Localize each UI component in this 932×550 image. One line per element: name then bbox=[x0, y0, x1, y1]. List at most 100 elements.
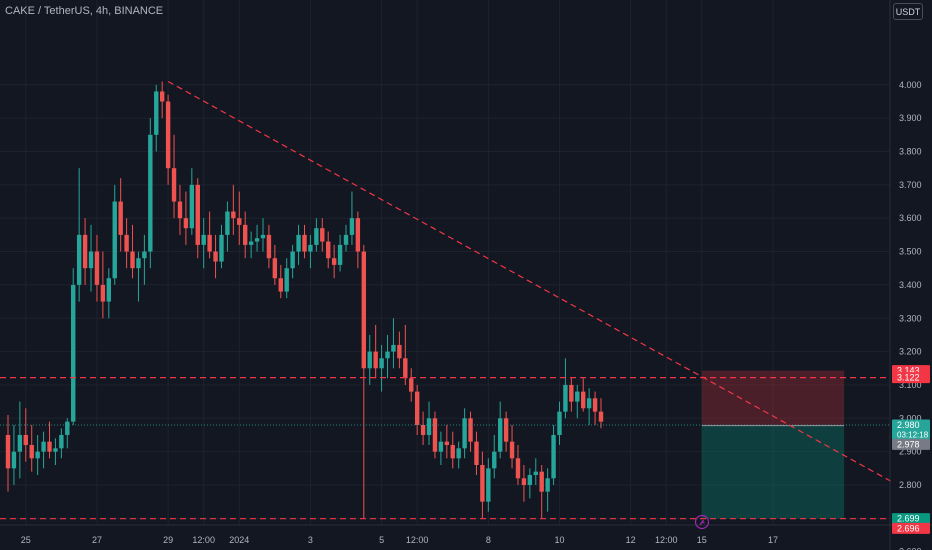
candle-body bbox=[492, 451, 497, 469]
candle-body bbox=[385, 351, 390, 359]
candle-body bbox=[379, 358, 384, 369]
candle-body bbox=[278, 278, 283, 292]
position-reward-zone bbox=[701, 425, 845, 519]
candle-body bbox=[403, 358, 408, 379]
candle-body bbox=[296, 234, 301, 252]
candle-body bbox=[409, 378, 414, 392]
price-axis-tick-label: 2.900 bbox=[899, 447, 922, 457]
candle-body bbox=[219, 234, 224, 262]
candle-body bbox=[349, 218, 355, 235]
candle-body bbox=[420, 424, 426, 435]
candle-body bbox=[272, 258, 278, 279]
position-risk-zone bbox=[701, 370, 845, 426]
candle-body bbox=[586, 398, 592, 409]
candle-body bbox=[302, 234, 307, 252]
time-axis-tick-label: 12:00 bbox=[655, 535, 678, 545]
candle-body bbox=[391, 344, 396, 352]
candle-body bbox=[41, 441, 46, 452]
candle-body bbox=[266, 234, 272, 259]
candle-body bbox=[373, 351, 378, 369]
price-label-box bbox=[892, 522, 930, 534]
price-axis-tick-label: 2.600 bbox=[899, 547, 922, 550]
candle-body bbox=[397, 344, 402, 359]
candle-body bbox=[88, 251, 94, 269]
candle-body bbox=[148, 134, 153, 252]
candle-body bbox=[480, 464, 485, 502]
candle-body bbox=[5, 434, 11, 469]
candle-body bbox=[237, 218, 242, 225]
candle-body bbox=[432, 418, 438, 452]
price-axis-tick-label: 3.200 bbox=[899, 347, 922, 357]
candle-body bbox=[189, 184, 195, 229]
candle-body bbox=[426, 418, 432, 435]
price-label-box bbox=[892, 372, 930, 384]
candle-body bbox=[486, 468, 491, 502]
candle-body bbox=[59, 434, 64, 449]
candle-body bbox=[355, 218, 361, 252]
candle-body bbox=[130, 251, 135, 269]
candle-body bbox=[320, 228, 325, 242]
candle-body bbox=[76, 234, 82, 285]
candle-body bbox=[527, 474, 533, 485]
price-axis-tick-label: 3.600 bbox=[899, 213, 922, 223]
candle-body bbox=[444, 441, 450, 445]
candle-body bbox=[509, 441, 515, 459]
time-axis-tick-label: 8 bbox=[486, 535, 491, 545]
candle-body bbox=[136, 258, 141, 269]
candle-body bbox=[563, 384, 568, 412]
candle-body bbox=[177, 201, 183, 219]
candle-body bbox=[159, 91, 165, 102]
candle-body bbox=[551, 434, 556, 479]
price-axis-tick-label: 2.800 bbox=[899, 480, 922, 490]
candle-body bbox=[17, 434, 23, 452]
time-axis-tick-label: 27 bbox=[92, 535, 102, 545]
candle-body bbox=[326, 241, 331, 259]
candle-body bbox=[462, 418, 467, 449]
candle-body bbox=[598, 411, 604, 422]
candle-body bbox=[533, 471, 538, 475]
price-label-text: 3.143 bbox=[897, 366, 920, 376]
trendline bbox=[167, 80, 892, 483]
price-axis-tick-label: 3.300 bbox=[899, 313, 922, 323]
candle-body bbox=[100, 284, 106, 302]
price-label-box bbox=[892, 513, 930, 525]
candle-body bbox=[260, 234, 266, 239]
time-axis-tick-label: 12 bbox=[626, 535, 636, 545]
candle-body bbox=[569, 384, 574, 402]
candle-body bbox=[243, 224, 248, 245]
countdown-label-text: 03:12:18 bbox=[897, 430, 929, 439]
candle-body bbox=[248, 241, 254, 245]
candle-body bbox=[331, 258, 337, 265]
price-label-text: 2.978 bbox=[897, 439, 920, 449]
time-axis-tick-label: 12:00 bbox=[192, 535, 215, 545]
price-label-text: 3.122 bbox=[897, 373, 920, 383]
candle-body bbox=[438, 441, 444, 452]
candle-body bbox=[171, 168, 177, 202]
candle-body bbox=[183, 218, 189, 229]
time-axis-tick-label: 3 bbox=[308, 535, 313, 545]
candle-body bbox=[314, 228, 319, 245]
candle-body bbox=[343, 234, 349, 245]
candle-body bbox=[450, 444, 455, 459]
candle-body bbox=[254, 238, 260, 242]
candle-body bbox=[581, 391, 586, 409]
price-label-text: 2.696 bbox=[897, 523, 920, 533]
candle-body bbox=[474, 441, 479, 465]
time-axis-tick-label: 29 bbox=[163, 535, 173, 545]
candle-body bbox=[201, 234, 206, 245]
candle-body bbox=[118, 201, 123, 235]
price-axis-tick-label: 3.700 bbox=[899, 180, 922, 190]
candle-body bbox=[94, 251, 100, 285]
candle-body bbox=[29, 444, 34, 459]
tradingview-logo-icon[interactable] bbox=[694, 514, 710, 530]
candle-body bbox=[545, 478, 550, 492]
currency-button[interactable]: USDT bbox=[893, 3, 923, 20]
candle-body bbox=[456, 448, 461, 459]
price-axis-tick-label: 3.000 bbox=[899, 413, 922, 423]
candle-body bbox=[23, 434, 28, 445]
candle-body bbox=[497, 418, 503, 452]
candle-body bbox=[337, 244, 343, 265]
candle-body bbox=[65, 421, 70, 435]
